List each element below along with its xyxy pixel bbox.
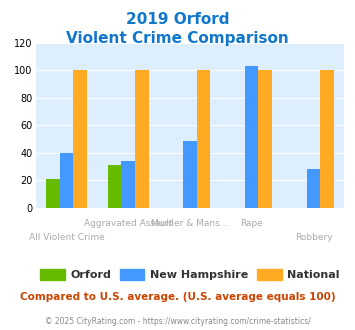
Text: 2019 Orford: 2019 Orford	[126, 12, 229, 26]
Text: Compared to U.S. average. (U.S. average equals 100): Compared to U.S. average. (U.S. average …	[20, 292, 335, 302]
Bar	[183, 141, 197, 208]
Bar	[46, 179, 60, 208]
Bar	[108, 165, 121, 208]
Text: © 2025 CityRating.com - https://www.cityrating.com/crime-statistics/: © 2025 CityRating.com - https://www.city…	[45, 317, 310, 326]
Text: Robbery: Robbery	[295, 233, 332, 242]
Bar	[245, 66, 258, 208]
Text: Violent Crime Comparison: Violent Crime Comparison	[66, 31, 289, 46]
Bar	[121, 161, 135, 208]
Bar	[307, 169, 320, 208]
Bar	[60, 153, 73, 208]
Bar	[258, 70, 272, 208]
Text: Rape: Rape	[240, 219, 263, 228]
Text: Murder & Mans...: Murder & Mans...	[151, 219, 229, 228]
Bar	[135, 70, 148, 208]
Bar	[197, 70, 210, 208]
Bar	[73, 70, 87, 208]
Text: Aggravated Assault: Aggravated Assault	[84, 219, 173, 228]
Bar	[320, 70, 334, 208]
Text: All Violent Crime: All Violent Crime	[28, 233, 104, 242]
Legend: Orford, New Hampshire, National: Orford, New Hampshire, National	[36, 265, 344, 284]
